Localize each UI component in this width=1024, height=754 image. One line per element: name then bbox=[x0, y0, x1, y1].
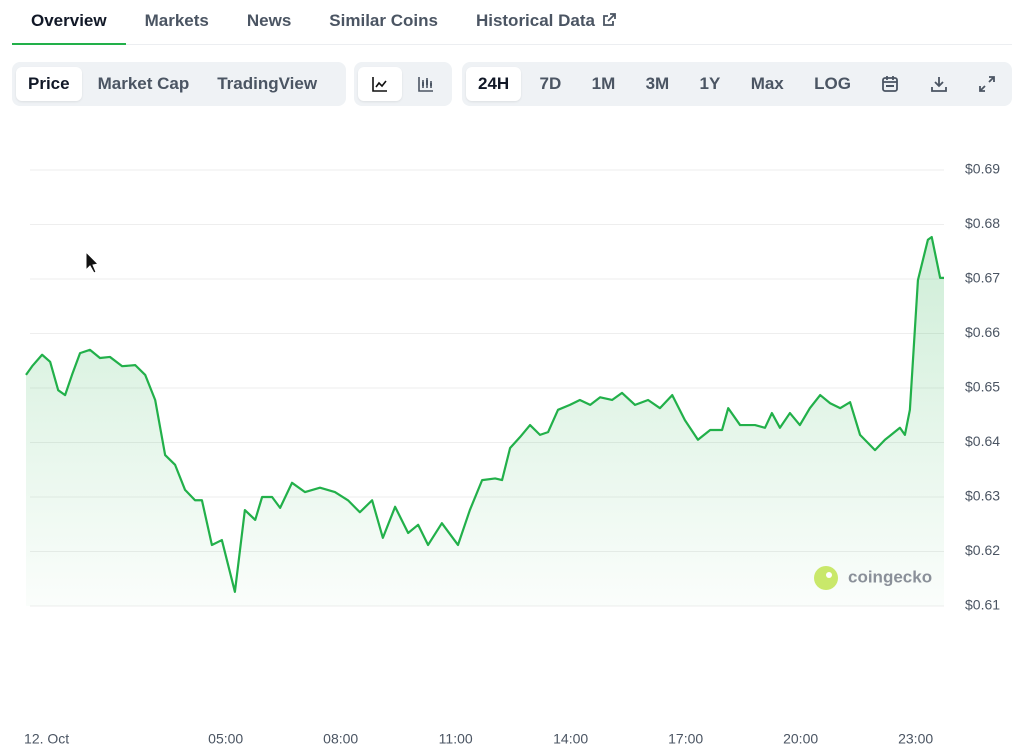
download-button[interactable] bbox=[918, 67, 960, 101]
tab[interactable]: News bbox=[246, 11, 292, 30]
y-tick-label: $0.66 bbox=[965, 324, 1000, 340]
range-group: 24H 7D 1M 3M 1Y Max LOG bbox=[462, 62, 1012, 106]
button[interactable]: 24H bbox=[466, 67, 522, 101]
button[interactable]: Market Cap bbox=[97, 74, 190, 93]
area-fill bbox=[26, 237, 944, 606]
external-icon bbox=[603, 13, 616, 26]
button[interactable]: LOG bbox=[814, 74, 851, 93]
x-tick-label: 05:00 bbox=[208, 731, 243, 747]
y-tick-label: $0.65 bbox=[965, 379, 1000, 395]
tab-bar: Overview Markets News Similar Coins Hist… bbox=[12, 0, 1012, 45]
x-tick-label: 17:00 bbox=[668, 731, 703, 747]
tab[interactable]: Markets bbox=[144, 11, 209, 30]
tab[interactable]: Overview bbox=[12, 0, 126, 45]
y-tick-label: $0.69 bbox=[965, 161, 1000, 177]
y-tick-label: $0.63 bbox=[965, 488, 1000, 504]
tab[interactable]: Similar Coins bbox=[329, 11, 438, 30]
button[interactable]: 3M bbox=[645, 74, 670, 93]
button[interactable]: Max bbox=[750, 74, 784, 93]
y-tick-label: $0.67 bbox=[965, 270, 1000, 286]
x-tick-label: 23:00 bbox=[898, 731, 933, 747]
chart-style-group bbox=[354, 62, 452, 106]
candle-chart-button[interactable] bbox=[404, 67, 448, 101]
button[interactable]: 1Y bbox=[699, 74, 721, 93]
button[interactable]: 1M bbox=[591, 74, 616, 93]
watermark-text: coingecko bbox=[848, 567, 932, 586]
button[interactable]: TradingView bbox=[217, 74, 318, 93]
tab[interactable]: Historical Data bbox=[457, 0, 636, 43]
x-tick-label: 12. Oct bbox=[24, 731, 69, 747]
button[interactable]: 7D bbox=[539, 74, 562, 93]
x-tick-label: 08:00 bbox=[323, 731, 358, 747]
y-tick-label: $0.62 bbox=[965, 542, 1000, 558]
tab-label: Historical Data bbox=[475, 11, 595, 30]
y-tick-label: $0.64 bbox=[965, 433, 1000, 449]
cursor bbox=[85, 250, 100, 274]
watermark: coingecko bbox=[814, 566, 932, 590]
button[interactable]: Price bbox=[16, 67, 82, 101]
x-tick-label: 11:00 bbox=[439, 731, 473, 747]
calendar-button[interactable] bbox=[869, 67, 911, 101]
y-tick-label: $0.68 bbox=[965, 215, 1000, 231]
x-tick-label: 14:00 bbox=[553, 731, 588, 747]
y-tick-label: $0.61 bbox=[965, 597, 1000, 613]
price-line bbox=[25, 235, 944, 593]
chart-type-group: Price Market Cap TradingView bbox=[12, 62, 346, 106]
x-tick-label: 20:00 bbox=[783, 731, 818, 747]
fullscreen-button[interactable] bbox=[966, 67, 1008, 101]
line-chart-button[interactable] bbox=[358, 67, 402, 101]
